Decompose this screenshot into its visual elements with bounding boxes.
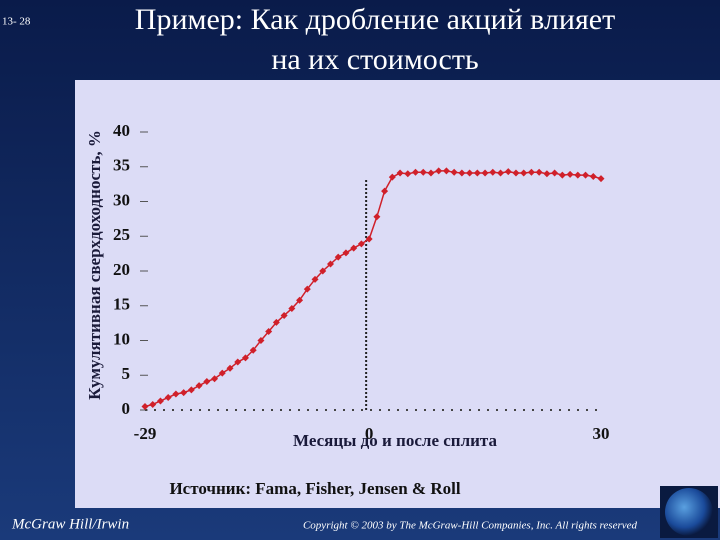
point	[226, 364, 234, 372]
y-tick-label: 40	[113, 121, 130, 140]
point	[558, 171, 566, 179]
point	[512, 169, 520, 177]
point	[450, 168, 458, 176]
point	[427, 169, 435, 177]
point	[141, 403, 149, 411]
point	[489, 168, 497, 176]
point	[234, 358, 242, 366]
point	[582, 171, 590, 179]
point	[296, 296, 304, 304]
point	[257, 337, 265, 344]
point	[388, 173, 396, 181]
x-tick-label: 30	[593, 424, 610, 443]
y-tick-label: 10	[113, 329, 130, 348]
y-tick-label: 5	[122, 364, 131, 383]
y-tick-label: 25	[113, 225, 130, 244]
point	[473, 169, 481, 177]
y-tick-label: 35	[113, 156, 130, 175]
point	[172, 390, 180, 398]
point	[319, 267, 327, 275]
y-tick-label: 0	[122, 399, 131, 418]
point	[334, 253, 342, 261]
point	[311, 275, 319, 283]
y-tick-label: 20	[113, 260, 130, 279]
title: на их стоимость	[271, 43, 478, 76]
point	[466, 169, 474, 177]
point	[195, 382, 203, 390]
point	[357, 240, 365, 248]
point	[149, 400, 157, 408]
point	[435, 167, 443, 175]
x-axis-label: Месяцы до и после сплита	[293, 431, 497, 450]
point	[419, 168, 427, 176]
x-tick-label: 0	[365, 424, 374, 443]
point	[164, 393, 172, 401]
point	[597, 175, 605, 183]
point	[589, 172, 597, 180]
point	[187, 386, 195, 394]
point	[211, 375, 219, 383]
point	[381, 187, 389, 195]
point	[303, 285, 311, 293]
publisher: McGraw Hill/Irwin	[11, 516, 129, 532]
title: Пример: Как дробление акций влияет	[135, 3, 615, 36]
point	[350, 244, 358, 252]
point	[520, 169, 528, 177]
point	[326, 260, 334, 268]
point	[458, 169, 466, 177]
point	[412, 168, 420, 176]
point	[442, 167, 450, 175]
x-tick-label: -29	[134, 424, 157, 443]
globe-icon	[665, 488, 713, 536]
point	[481, 169, 489, 177]
point	[574, 171, 582, 179]
point	[288, 305, 296, 313]
point	[527, 168, 535, 176]
point	[497, 169, 505, 177]
point	[342, 249, 350, 257]
slide-number: 13- 28	[2, 16, 31, 28]
point	[404, 170, 412, 178]
point	[203, 378, 211, 386]
point	[241, 354, 249, 362]
point	[156, 397, 164, 405]
point	[272, 318, 280, 326]
copyright: Copyright © 2003 by The McGraw-Hill Comp…	[303, 520, 638, 532]
point	[218, 369, 226, 377]
point	[396, 169, 404, 177]
content-panel	[75, 80, 720, 508]
point	[249, 346, 257, 354]
point	[551, 169, 559, 177]
point	[180, 389, 188, 397]
point	[365, 235, 373, 243]
source: Источник: Fama, Fisher, Jensen & Roll	[169, 479, 460, 498]
point	[280, 311, 288, 319]
point	[535, 168, 543, 176]
point	[373, 213, 381, 221]
point	[566, 170, 574, 178]
point	[543, 170, 551, 178]
y-tick-label: 15	[113, 295, 130, 314]
point	[504, 168, 512, 176]
point	[265, 327, 273, 335]
y-tick-label: 30	[113, 190, 130, 209]
y-axis-label: Кумулятивная сверхдоходность, %	[85, 130, 104, 400]
